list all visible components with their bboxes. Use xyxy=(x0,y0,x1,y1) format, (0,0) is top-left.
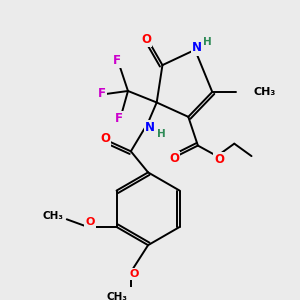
Text: H: H xyxy=(203,37,212,47)
Text: O: O xyxy=(100,132,110,146)
Text: F: F xyxy=(98,87,106,101)
Text: CH₃: CH₃ xyxy=(107,292,128,300)
Text: N: N xyxy=(145,121,155,134)
Text: O: O xyxy=(85,217,94,227)
Text: F: F xyxy=(112,54,121,67)
Text: O: O xyxy=(169,152,179,166)
Text: O: O xyxy=(130,269,140,279)
Text: H: H xyxy=(157,129,166,139)
Text: CH₃: CH₃ xyxy=(254,87,276,97)
Text: N: N xyxy=(192,41,202,54)
Text: CH₃: CH₃ xyxy=(43,212,64,221)
Text: F: F xyxy=(116,112,123,125)
Text: O: O xyxy=(141,33,151,46)
Text: O: O xyxy=(214,153,224,167)
